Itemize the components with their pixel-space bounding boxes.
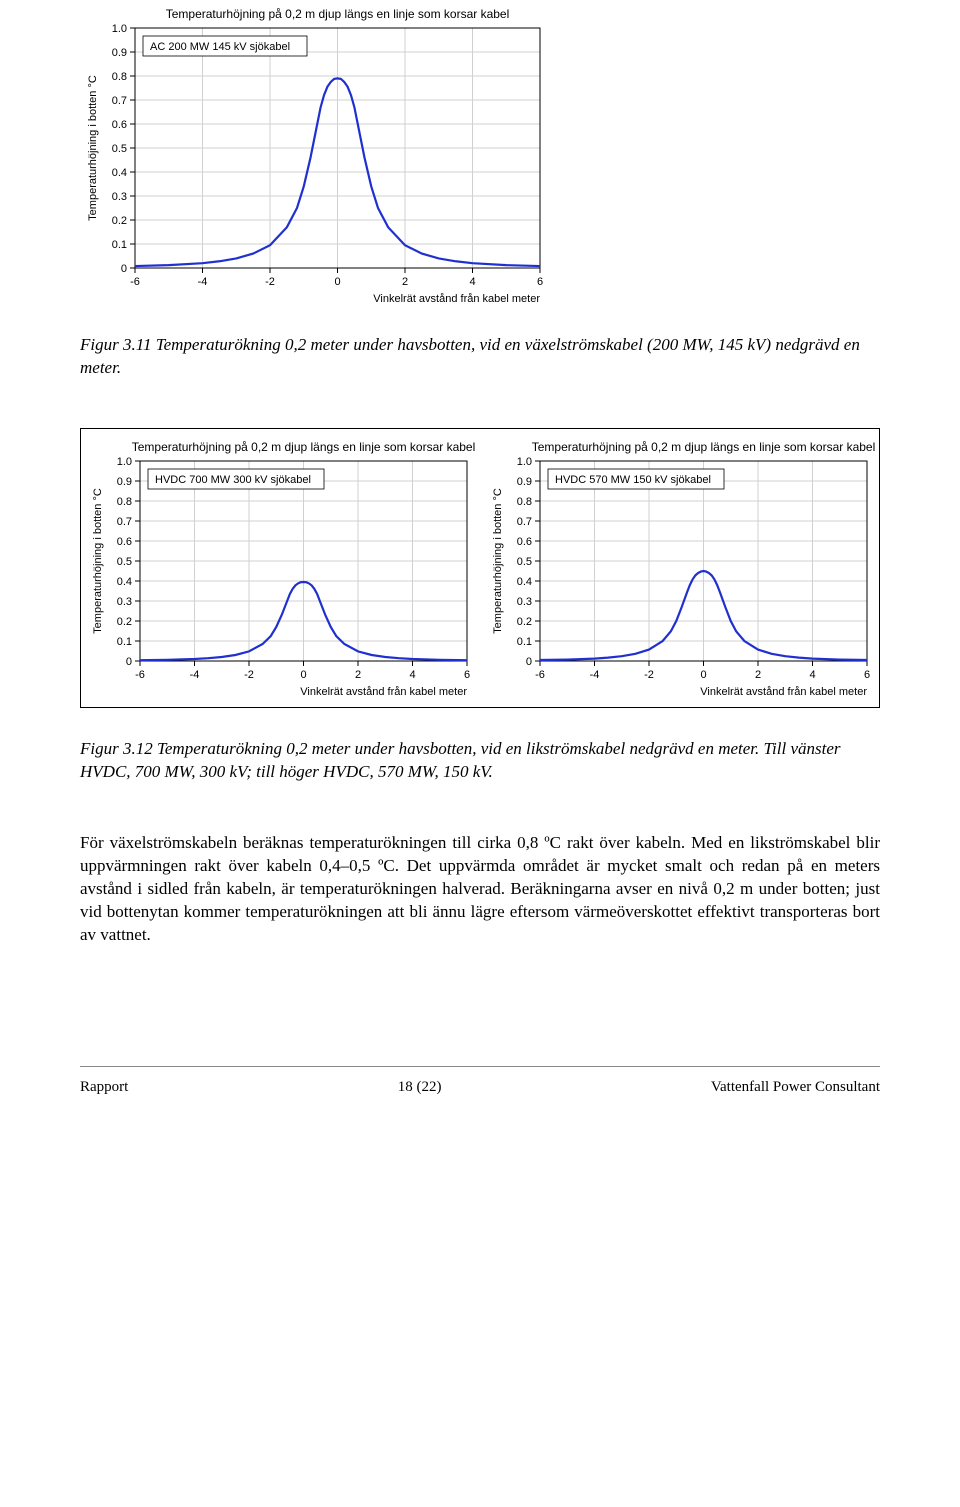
svg-text:2: 2	[755, 669, 761, 681]
svg-text:0.6: 0.6	[517, 536, 532, 548]
svg-text:AC 200 MW 145 kV sjökabel: AC 200 MW 145 kV sjökabel	[150, 41, 290, 53]
svg-text:0.5: 0.5	[117, 556, 132, 568]
svg-text:0: 0	[121, 263, 127, 275]
svg-text:4: 4	[409, 669, 415, 681]
svg-text:0.8: 0.8	[112, 71, 127, 83]
svg-text:6: 6	[864, 669, 870, 681]
svg-text:Vinkelrät avstånd från kabel m: Vinkelrät avstånd från kabel meter	[700, 686, 867, 698]
svg-text:Temperaturhöjning på 0,2 m dju: Temperaturhöjning på 0,2 m djup längs en…	[166, 7, 510, 21]
svg-text:0.4: 0.4	[517, 576, 532, 588]
chart-top: -6 -4 -2 0 2 4 6 0 0.1 0.2 0.3 0.4 0.5 0.6 0.7 0.8 0.9 1.…	[80, 0, 550, 310]
svg-text:0.5: 0.5	[112, 143, 127, 155]
svg-text:-2: -2	[265, 276, 275, 288]
chart-left: -6 -4 -2 0 2 4 6 0 0.1 0.2 0.3 0.4 0.5 0.6 0.7 0.8 0.9 1.…	[85, 433, 477, 703]
footer-center: 18 (22)	[398, 1079, 442, 1096]
svg-text:0.3: 0.3	[112, 191, 127, 203]
svg-text:0.4: 0.4	[112, 167, 127, 179]
chart-top-wrapper: -6 -4 -2 0 2 4 6 0 0.1 0.2 0.3 0.4 0.5 0.6 0.7 0.8 0.9 1.…	[80, 0, 880, 310]
svg-text:0: 0	[700, 669, 706, 681]
svg-text:0.9: 0.9	[112, 47, 127, 59]
svg-text:0.1: 0.1	[117, 636, 132, 648]
svg-text:0.5: 0.5	[517, 556, 532, 568]
svg-text:0.1: 0.1	[517, 636, 532, 648]
svg-text:0.2: 0.2	[517, 616, 532, 628]
caption-1: Figur 3.11 Temperaturökning 0,2 meter un…	[80, 334, 880, 380]
svg-text:4: 4	[469, 276, 475, 288]
svg-text:2: 2	[402, 276, 408, 288]
svg-text:0.7: 0.7	[517, 516, 532, 528]
footer-left: Rapport	[80, 1079, 128, 1096]
svg-text:-6: -6	[135, 669, 145, 681]
svg-text:Temperaturhöjning på 0,2 m dju: Temperaturhöjning på 0,2 m djup längs en…	[132, 440, 476, 454]
svg-text:1.0: 1.0	[117, 456, 132, 468]
svg-text:-2: -2	[244, 669, 254, 681]
svg-text:Temperaturhöjning i botten °C: Temperaturhöjning i botten °C	[492, 488, 504, 634]
svg-text:Vinkelrät avstånd från kabel m: Vinkelrät avstånd från kabel meter	[300, 686, 467, 698]
svg-text:-4: -4	[590, 669, 600, 681]
svg-text:Temperaturhöjning i botten °C: Temperaturhöjning i botten °C	[87, 75, 99, 221]
svg-text:Temperaturhöjning i botten °C: Temperaturhöjning i botten °C	[92, 488, 104, 634]
svg-text:0.9: 0.9	[517, 476, 532, 488]
svg-text:HVDC 570 MW 150 kV sjökabel: HVDC 570 MW 150 kV sjökabel	[555, 474, 711, 486]
svg-text:0.4: 0.4	[117, 576, 132, 588]
svg-text:1.0: 1.0	[112, 23, 127, 35]
svg-text:0.6: 0.6	[117, 536, 132, 548]
svg-text:0.1: 0.1	[112, 239, 127, 251]
svg-text:0.7: 0.7	[117, 516, 132, 528]
svg-text:6: 6	[537, 276, 543, 288]
svg-text:Temperaturhöjning på 0,2 m dju: Temperaturhöjning på 0,2 m djup längs en…	[532, 440, 876, 454]
svg-text:-4: -4	[190, 669, 200, 681]
caption-2: Figur 3.12 Temperaturökning 0,2 meter un…	[80, 738, 880, 784]
svg-text:0.8: 0.8	[117, 496, 132, 508]
svg-text:0: 0	[126, 656, 132, 668]
body-paragraph: För växelströmskabeln beräknas temperatu…	[80, 832, 880, 947]
svg-text:6: 6	[464, 669, 470, 681]
svg-text:-2: -2	[644, 669, 654, 681]
svg-text:0: 0	[300, 669, 306, 681]
svg-text:0.3: 0.3	[117, 596, 132, 608]
svg-text:1.0: 1.0	[517, 456, 532, 468]
svg-text:0.2: 0.2	[112, 215, 127, 227]
footer-right: Vattenfall Power Consultant	[711, 1079, 880, 1096]
svg-text:0.8: 0.8	[517, 496, 532, 508]
svg-text:0.3: 0.3	[517, 596, 532, 608]
chart-pair-frame: -6 -4 -2 0 2 4 6 0 0.1 0.2 0.3 0.4 0.5 0.6 0.7 0.8 0.9 1.…	[80, 428, 880, 708]
svg-text:0: 0	[526, 656, 532, 668]
svg-text:0.2: 0.2	[117, 616, 132, 628]
svg-text:0.6: 0.6	[112, 119, 127, 131]
chart-right: -6 -4 -2 0 2 4 6 0 0.1 0.2 0.3 0.4 0.5 0.6 0.7 0.8 0.9 1.…	[485, 433, 877, 703]
svg-text:-6: -6	[535, 669, 545, 681]
svg-text:-4: -4	[198, 276, 208, 288]
svg-text:Vinkelrät avstånd från kabel m: Vinkelrät avstånd från kabel meter	[373, 293, 540, 305]
page-footer: Rapport 18 (22) Vattenfall Power Consult…	[80, 1066, 880, 1096]
svg-text:HVDC 700 MW 300 kV sjökabel: HVDC 700 MW 300 kV sjökabel	[155, 474, 311, 486]
svg-text:0.7: 0.7	[112, 95, 127, 107]
svg-text:-6: -6	[130, 276, 140, 288]
svg-text:2: 2	[355, 669, 361, 681]
svg-text:0.9: 0.9	[117, 476, 132, 488]
svg-text:0: 0	[334, 276, 340, 288]
svg-text:4: 4	[809, 669, 815, 681]
